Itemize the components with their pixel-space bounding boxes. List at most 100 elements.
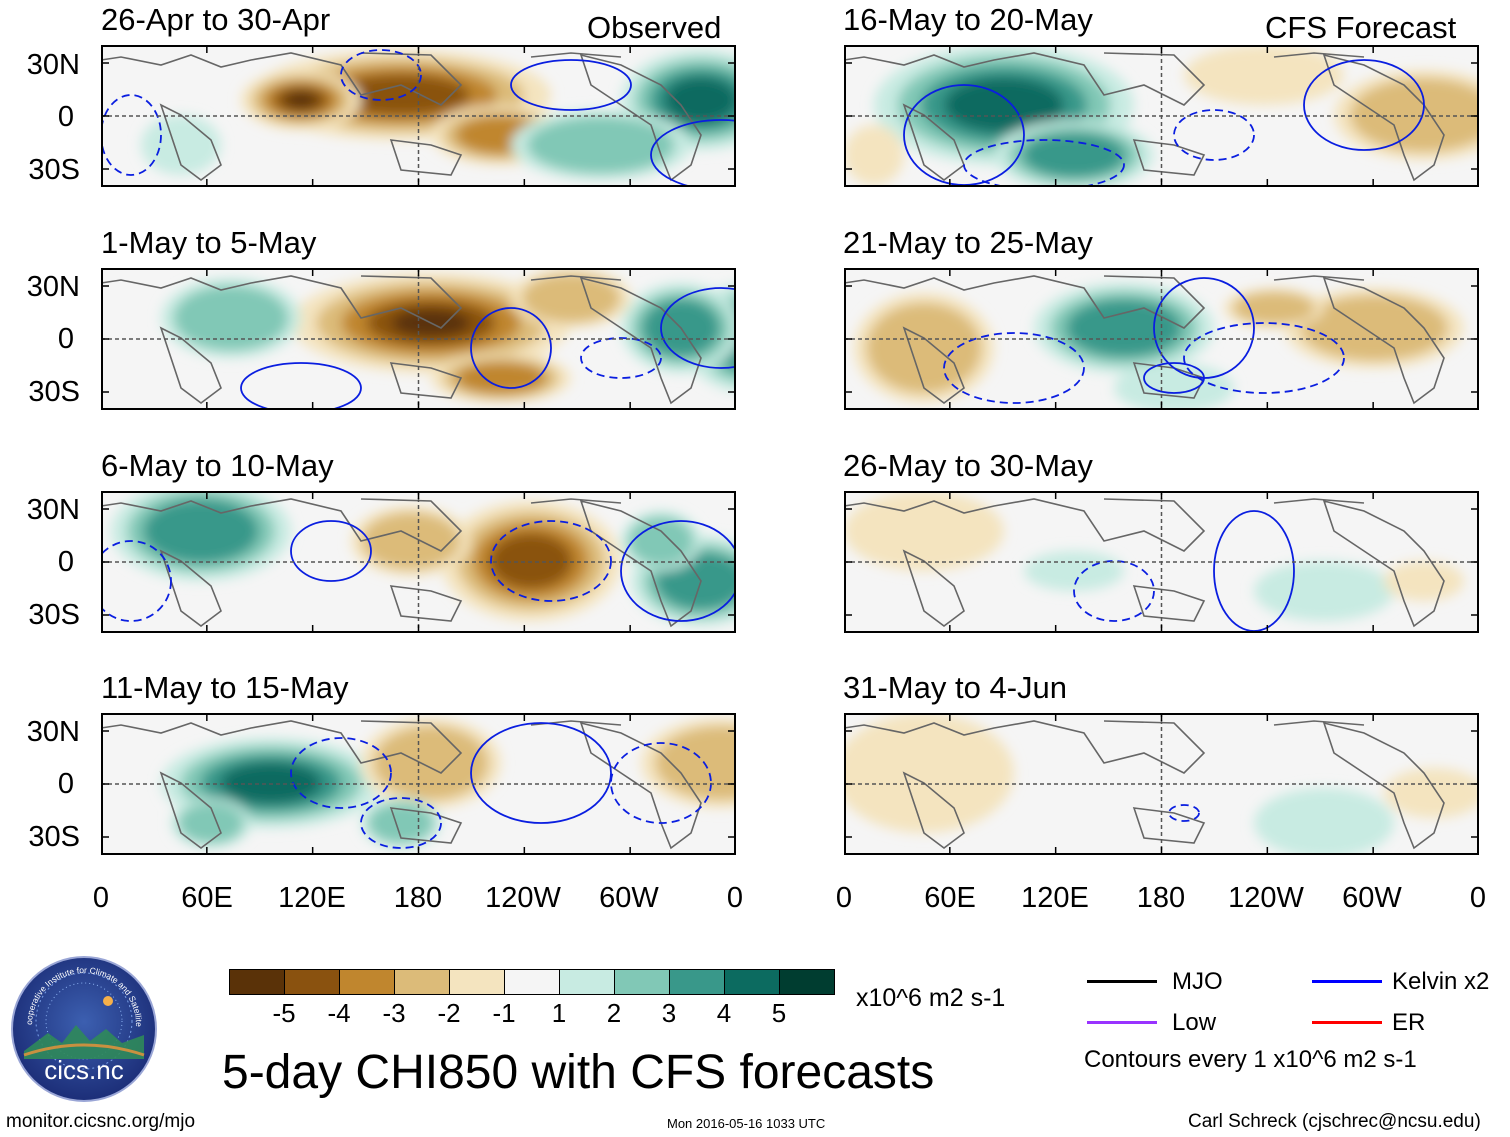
kelvin-contour xyxy=(490,520,612,602)
kelvin-contour xyxy=(1168,804,1200,822)
kelvin-contour xyxy=(1303,59,1425,151)
colorbar-swatch xyxy=(779,970,834,994)
coastline xyxy=(1322,276,1445,405)
logo-text: cics.nc xyxy=(44,1055,123,1085)
panel-title: 26-May to 30-May xyxy=(843,448,1093,483)
coastline xyxy=(159,326,222,404)
colorbar-swatch xyxy=(339,970,394,994)
kelvin-contour xyxy=(101,540,172,622)
coastline xyxy=(902,549,965,627)
map-panel xyxy=(101,491,736,633)
coastline xyxy=(844,720,1206,774)
anomaly-negative xyxy=(1350,78,1479,152)
lon-label: 60E xyxy=(181,882,233,914)
anomaly-negative xyxy=(489,533,573,589)
anomaly-positive xyxy=(143,499,259,563)
kelvin-contour xyxy=(580,337,662,379)
colorbar-swatch xyxy=(504,970,559,994)
cics-logo: cics.nc Cooperative Institute for Climat… xyxy=(10,955,157,1102)
map-panel xyxy=(101,268,736,410)
coastline xyxy=(530,52,622,58)
legend-label-kelvin: Kelvin x2 xyxy=(1392,968,1490,995)
coastline xyxy=(101,720,463,774)
colorbar xyxy=(229,969,835,995)
anomaly-positive xyxy=(664,77,736,123)
anomaly-positive xyxy=(1022,132,1126,178)
lat-label-30n: 30N xyxy=(26,49,80,81)
lon-label: 180 xyxy=(1136,882,1186,914)
kelvin-contour xyxy=(470,722,612,824)
colorbar-tick: -3 xyxy=(382,998,406,1028)
colorbar-tick: -4 xyxy=(327,998,351,1028)
lon-label: 120W xyxy=(1228,882,1304,914)
coastline xyxy=(530,275,622,281)
lon-label: 0 xyxy=(835,882,853,914)
lat-label-30s: 30S xyxy=(28,821,80,853)
legend-label-mjo: MJO xyxy=(1172,968,1223,995)
coastline xyxy=(1273,52,1365,58)
lon-label: 120E xyxy=(1021,882,1089,914)
map-panel xyxy=(844,491,1479,633)
anomaly-positive xyxy=(173,285,289,351)
colorbar-swatch xyxy=(614,970,669,994)
lon-label: 0 xyxy=(726,882,744,914)
kelvin-contour xyxy=(360,797,442,849)
anomaly-positive xyxy=(527,116,675,174)
coastline xyxy=(1322,499,1445,628)
coastline xyxy=(159,549,222,627)
kelvin-contour xyxy=(470,307,552,389)
coastline xyxy=(101,498,463,552)
kelvin-contour xyxy=(1143,362,1205,394)
legend-line-low xyxy=(1087,1021,1157,1024)
coastline xyxy=(579,499,702,628)
map-frame xyxy=(844,491,1479,633)
kelvin-contour xyxy=(510,59,632,111)
panel-title: 16-May to 20-May xyxy=(843,2,1093,37)
coastline xyxy=(844,498,1206,552)
lat-label-eq: 0 xyxy=(57,546,74,578)
coastline xyxy=(389,585,463,622)
coastline xyxy=(389,139,463,176)
anomaly-positive xyxy=(944,77,1064,133)
footer-timestamp: Mon 2016-05-16 1033 UTC xyxy=(667,1116,826,1131)
kelvin-contour xyxy=(963,139,1125,187)
lat-label-30s: 30S xyxy=(28,154,80,186)
map-frame xyxy=(844,45,1479,187)
coastline xyxy=(902,771,965,849)
coastline xyxy=(902,103,965,181)
map-panel xyxy=(844,45,1479,187)
map-frame xyxy=(101,713,736,855)
anomaly-negative xyxy=(1233,291,1315,325)
colorbar-swatch xyxy=(230,970,284,994)
lat-label-30s: 30S xyxy=(28,599,80,631)
coastline xyxy=(844,52,1206,106)
lon-label: 0 xyxy=(92,882,110,914)
coastline xyxy=(902,326,965,404)
coastline xyxy=(1322,721,1445,850)
main-title: 5-day CHI850 with CFS forecasts xyxy=(222,1046,935,1099)
anomaly-negative xyxy=(866,302,982,394)
colorbar-swatch xyxy=(669,970,724,994)
anomaly-negative xyxy=(456,362,546,394)
map-frame xyxy=(844,713,1479,855)
colorbar-tick: 4 xyxy=(716,998,732,1028)
kelvin-contour xyxy=(660,287,736,369)
anomaly-negative xyxy=(373,726,489,800)
lon-label: 60E xyxy=(924,882,976,914)
coastline xyxy=(101,52,463,106)
anomaly-positive xyxy=(1254,561,1394,621)
kelvin-contour xyxy=(340,49,422,101)
legend-line-mjo xyxy=(1087,980,1157,983)
colorbar-swatch xyxy=(559,970,614,994)
lat-label-eq: 0 xyxy=(57,101,74,133)
coastline xyxy=(1273,720,1365,726)
lon-label: 0 xyxy=(1469,882,1487,914)
footer-url[interactable]: monitor.cicsnc.org/mjo xyxy=(6,1111,196,1132)
coastline xyxy=(1322,53,1445,182)
colorbar-tick: -5 xyxy=(272,998,296,1028)
colorbar-tick: 3 xyxy=(661,998,677,1028)
lon-label: 120W xyxy=(485,882,561,914)
kelvin-contour xyxy=(1183,322,1345,394)
anomaly-positive xyxy=(220,762,322,804)
anomaly-negative xyxy=(332,74,470,116)
